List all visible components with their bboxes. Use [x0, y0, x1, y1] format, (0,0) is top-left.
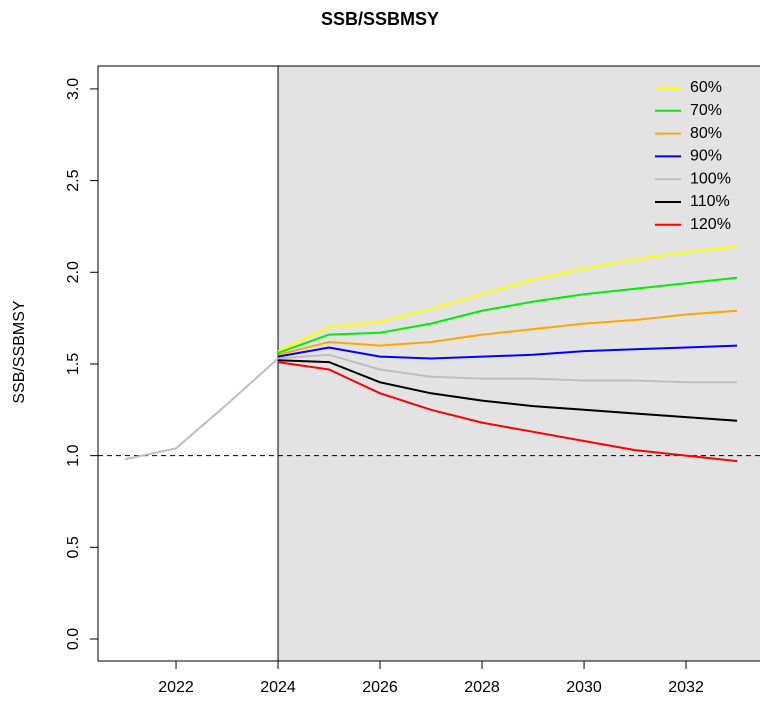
- legend-label: 60%: [690, 79, 722, 96]
- projection-shade: [278, 66, 760, 661]
- data-line: [277, 276, 738, 354]
- data-line: [277, 245, 738, 353]
- y-tick-label: 2.5: [65, 169, 82, 191]
- chart-title: SSB/SSBMSY: [321, 9, 439, 29]
- legend-label: 90%: [690, 148, 722, 165]
- y-axis-label: SSB/SSBMSY: [11, 300, 28, 403]
- plot-lines: [98, 245, 760, 463]
- x-tick-label: 2032: [668, 679, 704, 696]
- data-line: [277, 353, 738, 384]
- legend-label: 70%: [690, 102, 722, 119]
- x-tick-label: 2028: [464, 679, 500, 696]
- legend-label: 80%: [690, 125, 722, 142]
- legend-label: 120%: [690, 216, 731, 233]
- data-line: [277, 309, 738, 356]
- data-line: [277, 344, 738, 360]
- legend-label: 110%: [690, 193, 730, 210]
- y-tick-label: 0.5: [65, 536, 82, 558]
- data-line: [277, 359, 738, 422]
- y-tick-label: 1.5: [65, 353, 82, 375]
- y-tick-label: 0.0: [65, 628, 82, 650]
- y-tick-label: 1.0: [65, 444, 82, 466]
- x-tick-label: 2030: [566, 679, 602, 696]
- data-line: [124, 357, 279, 461]
- y-tick-label: 3.0: [65, 78, 82, 100]
- legend-label: 100%: [690, 170, 731, 187]
- x-tick-label: 2026: [362, 679, 398, 696]
- data-line: [277, 361, 738, 463]
- x-tick-label: 2024: [260, 679, 296, 696]
- x-tick-label: 2022: [158, 679, 194, 696]
- y-tick-label: 2.0: [65, 261, 82, 283]
